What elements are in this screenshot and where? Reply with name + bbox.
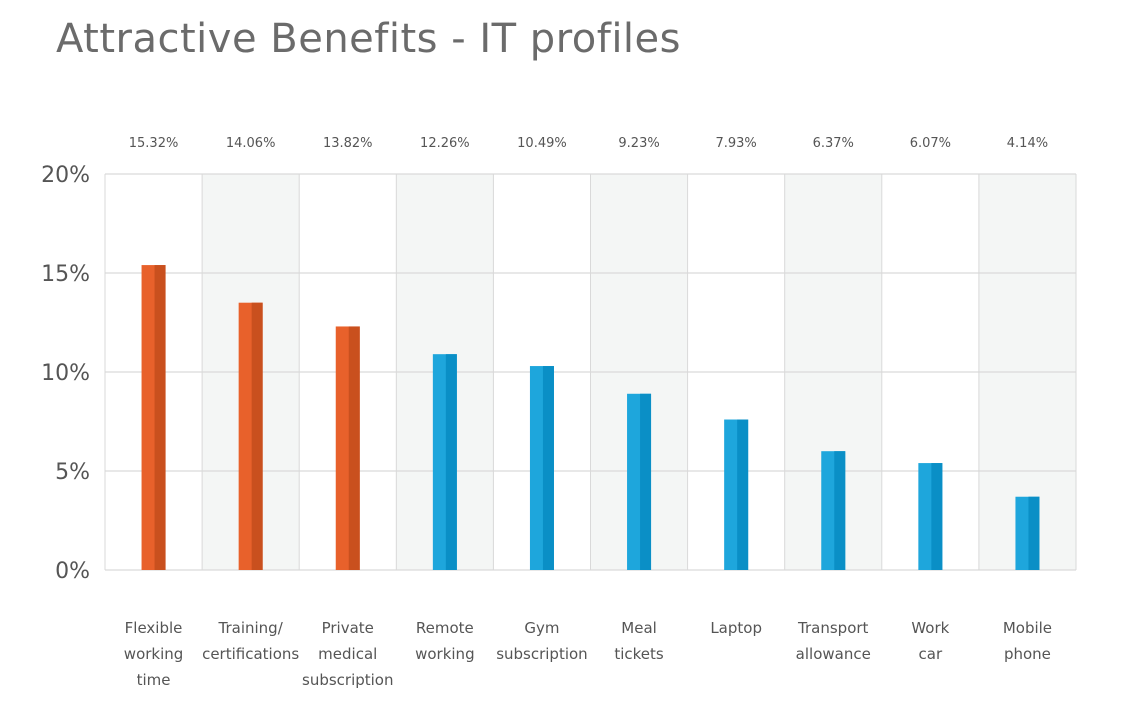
value-label: 9.23% [618,136,659,151]
bar-shade [640,393,652,570]
bar-shade [542,366,554,570]
category-label: Transport allowance [796,619,871,663]
category-label-line: tickets [614,645,664,663]
chart-title: Attractive Benefits - IT profiles [56,16,681,62]
category-label-line: working [124,645,184,663]
bar [335,326,360,570]
category-label: Work car [911,619,949,663]
value-label: 14.06% [226,136,276,151]
category-label: Laptop [710,619,762,637]
category-label-line: Meal [621,619,657,637]
category-label-line: Laptop [710,619,762,637]
bar [918,463,943,570]
bar-shade [931,463,943,570]
category-label-line: allowance [796,645,871,663]
y-tick-label: 10% [41,361,90,386]
value-label: 6.07% [910,136,951,151]
category-label-line: car [919,645,943,663]
value-label: 12.26% [420,136,470,151]
y-tick-label: 0% [55,559,90,584]
category-label-line: Transport [797,619,869,637]
bar [432,354,457,570]
category-label: Flexible working time [124,619,184,689]
bar [724,419,749,570]
bar [141,265,166,570]
value-label: 15.32% [129,136,179,151]
category-label: Training/certifications [202,619,299,663]
value-label: 10.49% [517,136,567,151]
y-tick-label: 15% [41,262,90,287]
category-label-line: Mobile [1003,619,1052,637]
bar-shade [348,326,360,570]
bar [238,302,263,570]
bar [821,451,846,570]
category-label-line: time [137,671,171,689]
category-label-line: Private [322,619,374,637]
value-label: 6.37% [813,136,854,151]
value-label: 7.93% [715,136,756,151]
y-tick-label: 5% [55,460,90,485]
category-label: Mobile phone [1003,619,1052,663]
category-label-line: Flexible [125,619,183,637]
y-tick-label: 20% [41,163,90,188]
bar-shade [445,354,457,570]
value-label: 13.82% [323,136,373,151]
bar-shade [154,265,166,570]
category-label: Meal tickets [614,619,664,663]
bar-shade [251,302,263,570]
category-label-line: Gym [524,619,559,637]
bar-shade [1028,496,1040,570]
bar [627,393,652,570]
category-label-line: Training/ [218,619,284,637]
category-label-line: subscription [496,645,588,663]
category-label-line: subscription [302,671,394,689]
category-label-line: certifications [202,645,299,663]
value-label: 4.14% [1007,136,1048,151]
category-label-line: working [415,645,475,663]
category-label: Remote working [415,619,475,663]
bar-shade [834,451,846,570]
category-label-line: Work [911,619,949,637]
category-label-line: phone [1004,645,1051,663]
category-label-line: medical [318,645,377,663]
bar [1015,496,1040,570]
category-label: Private medical subscription [302,619,394,689]
category-label: Gym subscription [496,619,588,663]
bar-shade [737,419,749,570]
bar [529,366,554,570]
category-label-line: Remote [416,619,474,637]
